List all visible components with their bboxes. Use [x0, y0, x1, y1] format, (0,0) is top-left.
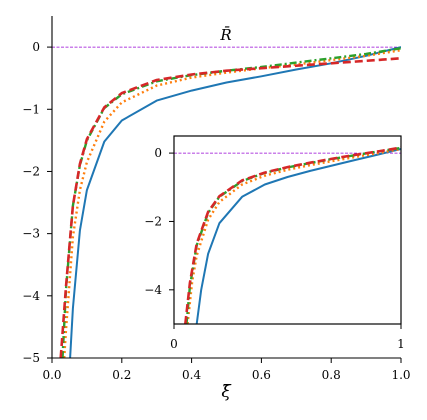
- main-x-tick-label: 0.8: [322, 368, 341, 382]
- main-y-tick-label: −2: [22, 164, 40, 178]
- main-x-tick-label: 0.2: [112, 368, 131, 382]
- main-plot: 0.0 0.2 0.4 0.6 0.8 1.0 0 −1 −2 −3 −4 −5 ξ̄ R̄: [22, 16, 411, 402]
- inset-y-tick-label: −2: [144, 214, 162, 228]
- main-y-tick-label: −1: [22, 102, 40, 116]
- annotation-label: R̄: [219, 26, 231, 44]
- main-y-tick-label: −3: [22, 227, 40, 241]
- inset-series-line-2: [186, 147, 401, 324]
- x-axis-label: ξ̄: [221, 382, 232, 402]
- inset-y-tick-label: −4: [144, 283, 162, 297]
- main-x-tick-label: 1.0: [391, 368, 410, 382]
- inset-x-tick-label: 1: [397, 337, 405, 351]
- inset-series-line-1: [195, 148, 401, 324]
- main-ticks: 0.0 0.2 0.4 0.6 0.8 1.0 0 −1 −2 −3 −4 −5: [22, 40, 410, 382]
- main-y-tick-label: −4: [22, 289, 40, 303]
- main-x-tick-label: 0.0: [42, 368, 61, 382]
- inset-series-line-4: [184, 146, 401, 324]
- main-x-tick-label: 0.4: [182, 368, 201, 382]
- inset-ticks: 0 1 0 −2 −4: [144, 146, 405, 351]
- main-series-line-2: [63, 49, 401, 358]
- main-series-line-4: [59, 57, 401, 358]
- inset-frame: [173, 135, 402, 325]
- inset-plot: 0 1 0 −2 −4: [144, 135, 405, 351]
- main-y-tick-label: 0: [32, 40, 40, 54]
- inset-series-group: [174, 146, 401, 324]
- main-x-tick-label: 0.6: [252, 368, 271, 382]
- inset-y-tick-label: 0: [154, 146, 162, 160]
- main-y-tick-label: −5: [22, 351, 40, 365]
- inset-x-tick-label: 0: [170, 337, 178, 351]
- main-series-group: [52, 46, 401, 358]
- inset-background: [173, 135, 402, 325]
